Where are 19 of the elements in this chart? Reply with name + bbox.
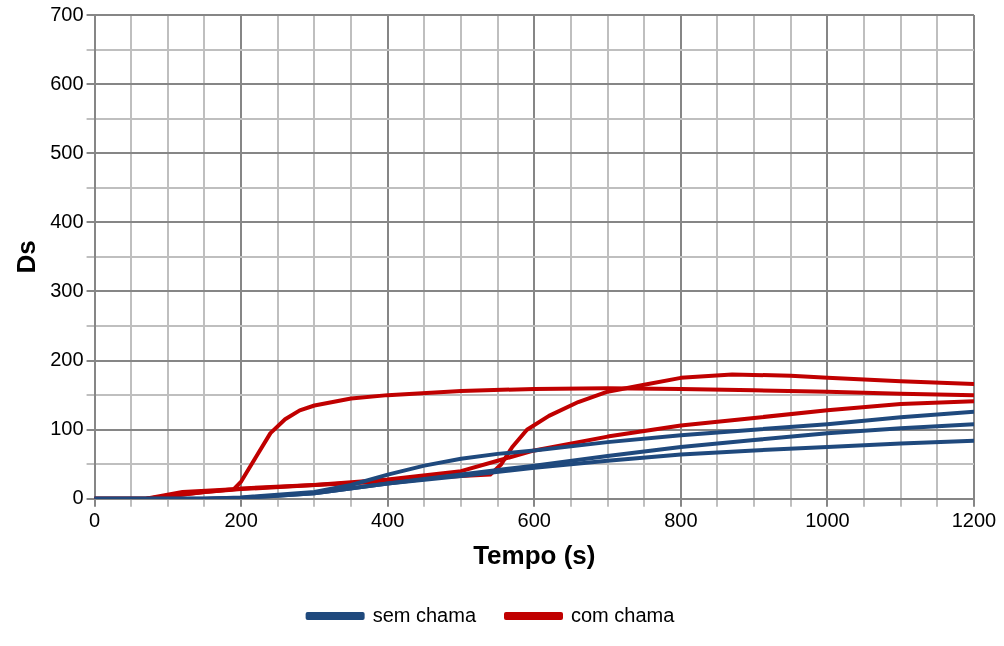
- y-axis-title: Ds: [10, 240, 41, 274]
- x-axis-title: Tempo (s): [473, 539, 596, 570]
- x-tick-label: 1200: [951, 509, 997, 532]
- y-tick-label: 100: [50, 417, 84, 440]
- y-tick-label: 0: [72, 486, 84, 509]
- y-tick-label: 400: [50, 209, 84, 232]
- y-tick-label: 200: [50, 348, 84, 371]
- y-tick-label: 500: [50, 140, 84, 163]
- legend-label: com chama: [571, 603, 676, 626]
- x-tick-label: 600: [517, 509, 551, 532]
- legend-label: sem chama: [372, 603, 477, 626]
- y-tick-label: 300: [50, 278, 84, 301]
- y-tick-label: 600: [50, 71, 84, 94]
- x-tick-label: 0: [89, 509, 101, 532]
- x-tick-label: 400: [371, 509, 405, 532]
- x-tick-label: 200: [224, 509, 258, 532]
- y-tick-label: 700: [50, 2, 84, 25]
- x-tick-label: 800: [664, 509, 698, 532]
- x-tick-label: 1000: [805, 509, 850, 532]
